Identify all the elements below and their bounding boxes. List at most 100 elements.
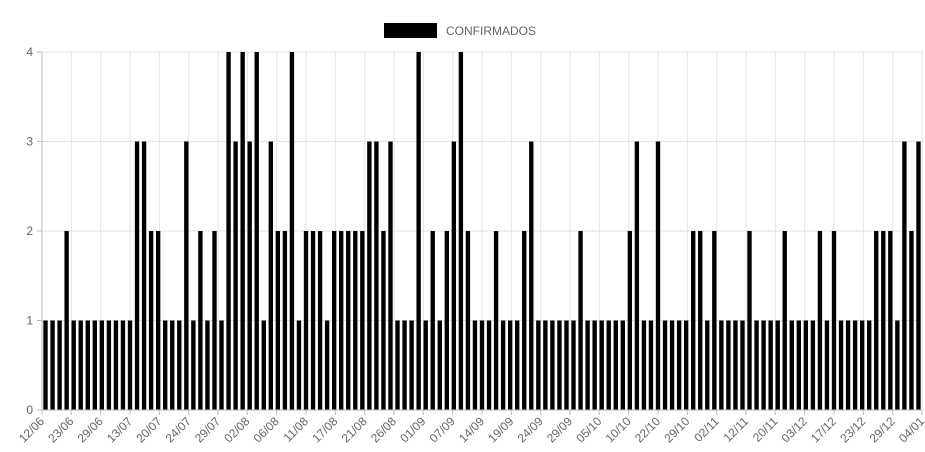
bar[interactable] [64, 231, 69, 410]
bar[interactable] [254, 52, 259, 410]
bar[interactable] [395, 320, 400, 411]
bar[interactable] [444, 231, 449, 410]
bar[interactable] [127, 320, 133, 411]
bar[interactable] [909, 231, 914, 410]
bar[interactable] [479, 320, 485, 411]
bar[interactable] [669, 320, 675, 411]
bar[interactable] [50, 320, 55, 411]
bar[interactable] [409, 320, 414, 411]
bar[interactable] [796, 320, 801, 411]
bar[interactable] [698, 231, 703, 410]
bar[interactable] [867, 320, 872, 411]
bar[interactable] [113, 320, 119, 411]
bar[interactable] [627, 231, 633, 410]
bar[interactable] [106, 320, 112, 411]
bar[interactable] [571, 320, 576, 411]
bar[interactable] [888, 231, 893, 410]
bar[interactable] [620, 320, 625, 411]
bar[interactable] [191, 320, 196, 411]
bar[interactable] [120, 320, 126, 411]
legend[interactable]: CONFIRMADOS [384, 23, 536, 38]
bar[interactable] [507, 320, 513, 411]
bar[interactable] [747, 231, 752, 410]
bar[interactable] [92, 320, 97, 411]
bar[interactable] [43, 320, 48, 411]
bar[interactable] [557, 320, 562, 411]
bar[interactable] [712, 231, 717, 410]
bar[interactable] [310, 231, 316, 410]
bar[interactable] [824, 320, 830, 411]
bar[interactable] [578, 231, 583, 410]
bar[interactable] [416, 52, 421, 410]
bar[interactable] [817, 231, 823, 410]
bar[interactable] [303, 231, 309, 410]
bar[interactable] [472, 320, 478, 411]
bar[interactable] [346, 231, 351, 410]
bar[interactable] [170, 320, 175, 411]
bar[interactable] [500, 320, 506, 411]
bar[interactable] [296, 320, 302, 411]
bar[interactable] [515, 320, 520, 411]
bar[interactable] [324, 320, 330, 411]
bar[interactable] [275, 231, 281, 410]
bar[interactable] [353, 231, 358, 410]
bar[interactable] [613, 320, 618, 411]
bar[interactable] [705, 320, 710, 411]
bar[interactable] [360, 231, 365, 410]
bar[interactable] [205, 320, 210, 411]
bar[interactable] [810, 320, 816, 411]
bar[interactable] [683, 320, 689, 411]
bar[interactable] [803, 320, 809, 411]
bar[interactable] [719, 320, 724, 411]
bar[interactable] [451, 141, 457, 411]
bar[interactable] [198, 231, 203, 410]
bar[interactable] [634, 141, 640, 411]
bar[interactable] [184, 141, 189, 411]
bar[interactable] [339, 231, 344, 410]
bar[interactable] [550, 320, 555, 411]
bar[interactable] [641, 320, 647, 411]
bar[interactable] [648, 320, 654, 411]
bar[interactable] [465, 231, 471, 410]
bar[interactable] [430, 231, 435, 410]
bar[interactable] [141, 141, 147, 411]
bar[interactable] [902, 141, 907, 411]
bar[interactable] [71, 320, 76, 411]
bar[interactable] [740, 320, 745, 411]
bar[interactable] [57, 320, 62, 411]
bar[interactable] [78, 320, 83, 411]
bar[interactable] [388, 141, 393, 411]
bar[interactable] [99, 320, 105, 411]
bar[interactable] [437, 320, 442, 411]
bar[interactable] [733, 320, 738, 411]
bar[interactable] [240, 52, 245, 410]
bar[interactable] [331, 231, 337, 410]
bar[interactable] [543, 320, 548, 411]
bar[interactable] [782, 231, 787, 410]
bar[interactable] [212, 231, 217, 410]
bar[interactable] [529, 141, 534, 411]
bar[interactable] [585, 320, 590, 411]
bar[interactable] [282, 231, 288, 410]
bar[interactable] [134, 141, 140, 411]
bar[interactable] [655, 141, 661, 411]
bar[interactable] [163, 320, 168, 411]
bar[interactable] [381, 231, 386, 410]
bar[interactable] [522, 231, 527, 410]
bar[interactable] [177, 320, 182, 411]
bar[interactable] [852, 320, 858, 411]
bar[interactable] [676, 320, 682, 411]
bar[interactable] [838, 320, 844, 411]
bar[interactable] [226, 52, 231, 410]
bar[interactable] [486, 320, 492, 411]
bar[interactable] [268, 141, 273, 411]
bar[interactable] [458, 52, 464, 410]
bar[interactable] [374, 141, 379, 411]
bar[interactable] [761, 320, 766, 411]
bar[interactable] [789, 320, 794, 411]
bar[interactable] [916, 141, 921, 411]
bar[interactable] [726, 320, 731, 411]
bar[interactable] [845, 320, 851, 411]
bar[interactable] [289, 52, 295, 410]
bar[interactable] [859, 320, 865, 411]
